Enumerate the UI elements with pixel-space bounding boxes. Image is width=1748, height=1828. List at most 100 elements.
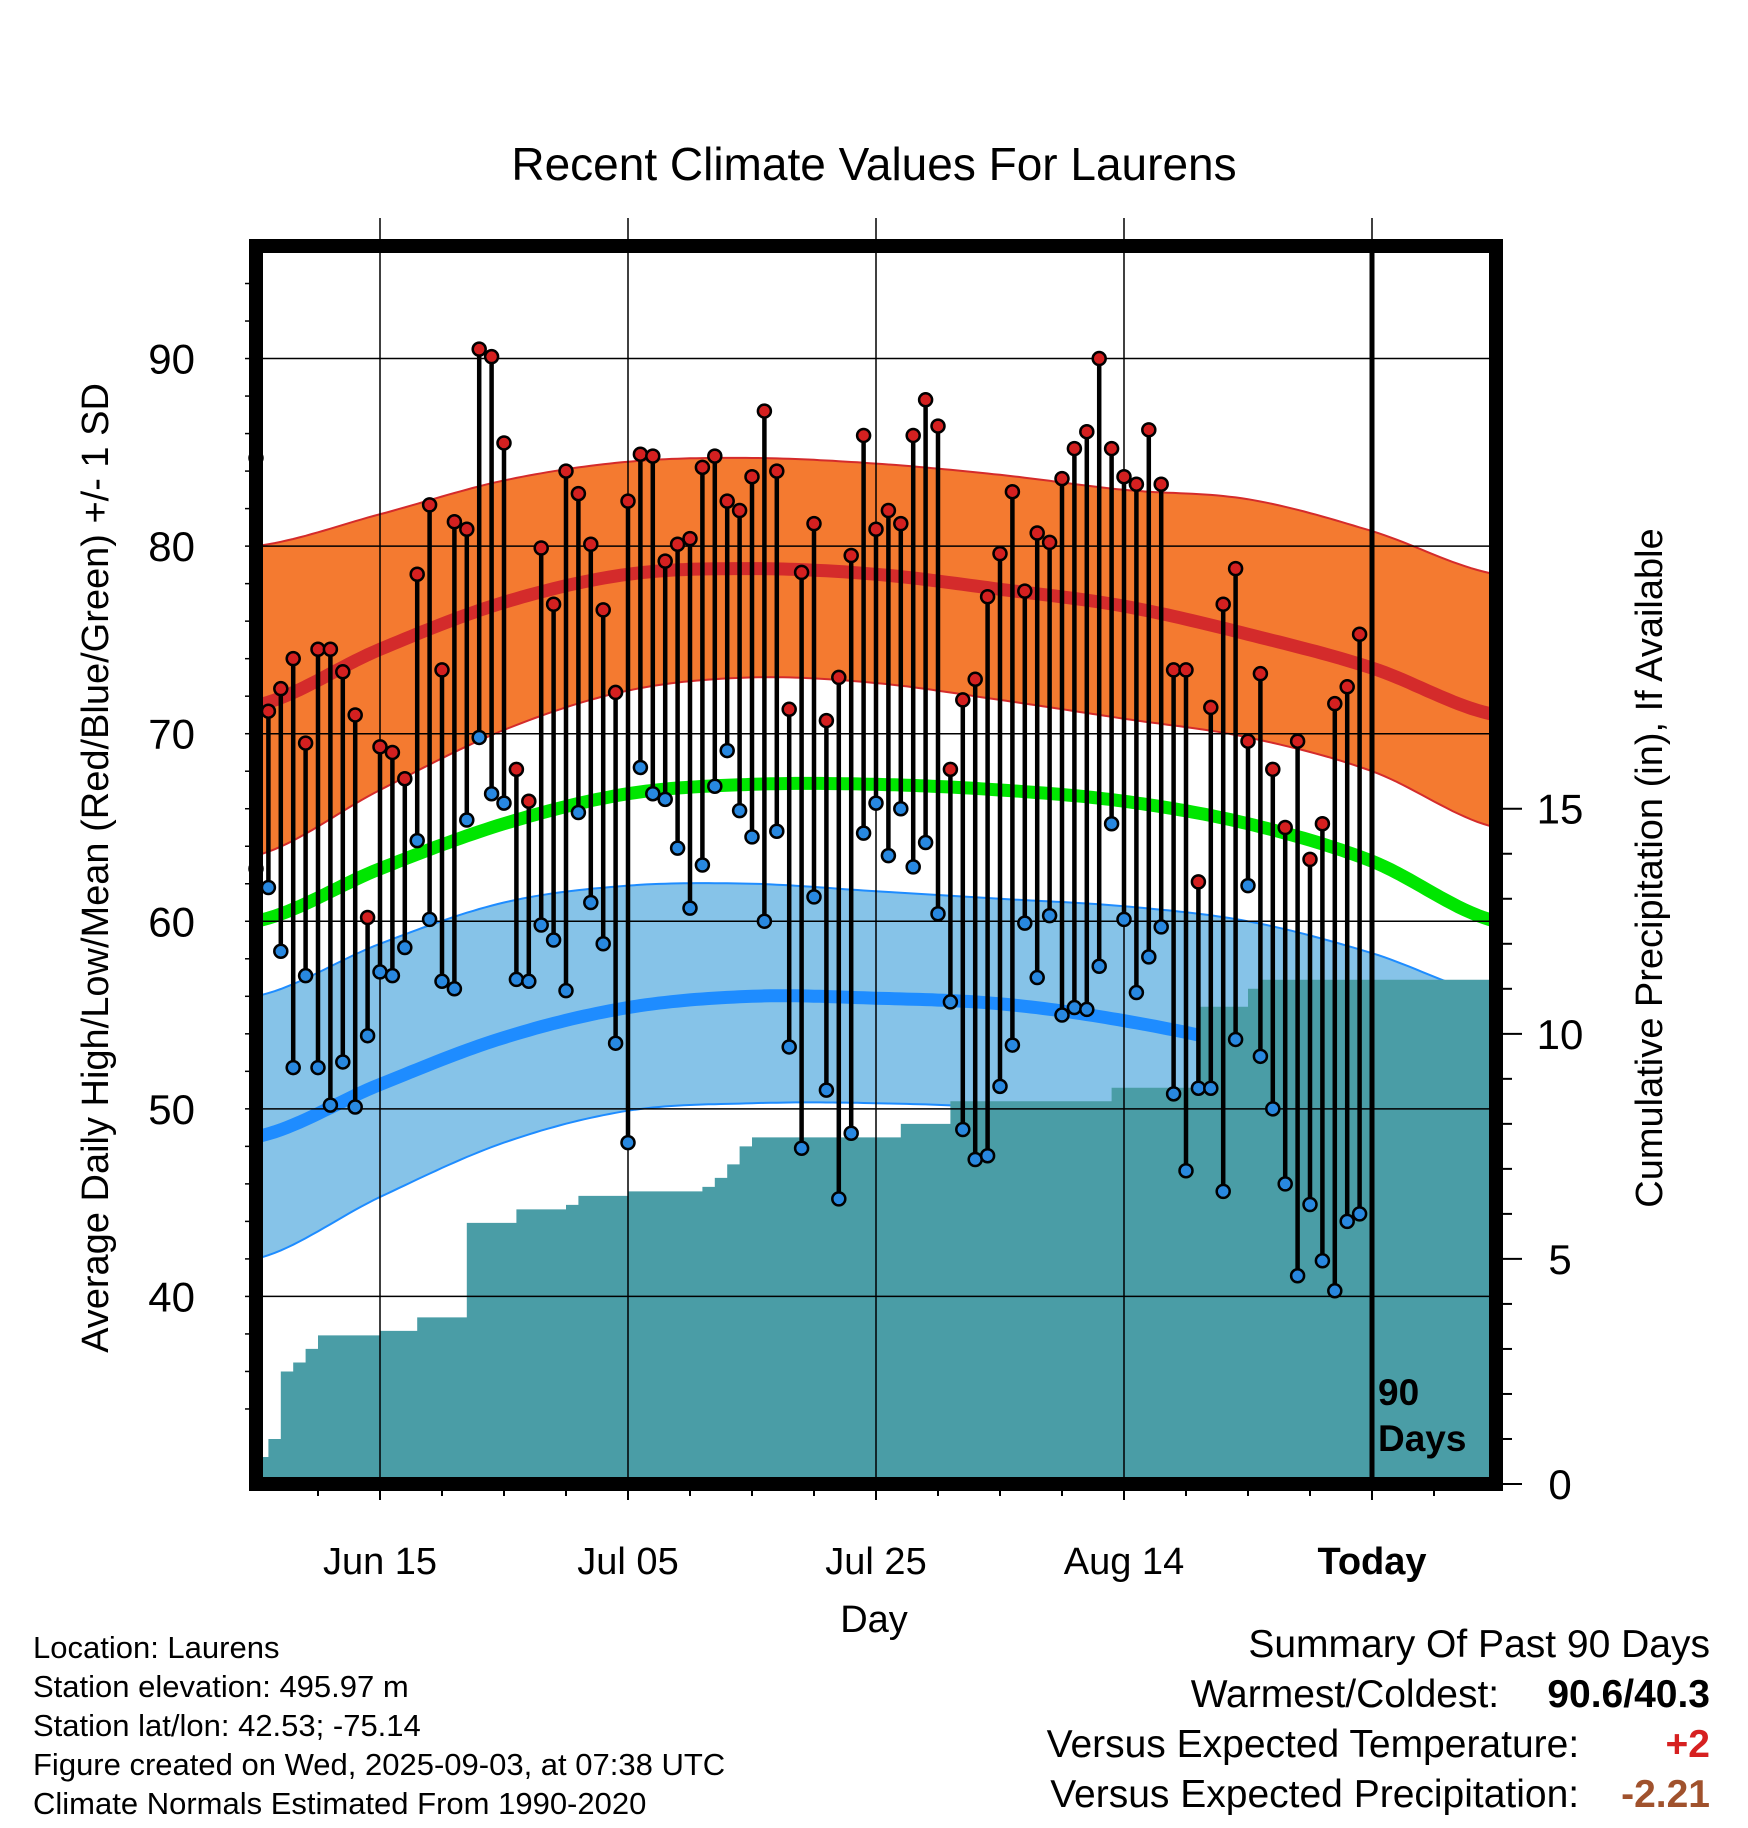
daily-high-point bbox=[297, 735, 314, 751]
daily-low-point bbox=[1103, 815, 1120, 832]
daily-high-point bbox=[868, 521, 884, 537]
daily-low-point bbox=[521, 973, 537, 990]
daily-high-point bbox=[855, 427, 872, 444]
daily-low-point bbox=[719, 742, 735, 759]
daily-low-point bbox=[285, 1059, 301, 1076]
daily-high-point bbox=[930, 418, 946, 434]
daily-high-point bbox=[917, 392, 934, 408]
daily-low-point bbox=[1227, 1031, 1244, 1048]
daily-high-point bbox=[1240, 733, 1256, 749]
daily-low-point bbox=[1066, 999, 1083, 1016]
y2-tick-label: 15 bbox=[1537, 786, 1584, 833]
y2-axis-label: Cumulative Precipitation (in), If Availa… bbox=[1629, 528, 1671, 1207]
daily-high-point bbox=[570, 485, 587, 502]
summary-panel: Summary Of Past 90 Days Warmest/Coldest:… bbox=[1047, 1620, 1710, 1820]
daily-low-point bbox=[372, 964, 388, 980]
x-tick-label: Today bbox=[1317, 1541, 1426, 1583]
daily-high-point bbox=[831, 669, 847, 686]
daily-low-point bbox=[1041, 907, 1058, 924]
daily-low-point bbox=[1017, 915, 1033, 931]
daily-high-point bbox=[1314, 815, 1331, 832]
daily-low-point bbox=[359, 1027, 376, 1044]
daily-low-point bbox=[930, 906, 946, 922]
created-text: Figure created on Wed, 2025-09-03, at 07… bbox=[33, 1747, 726, 1782]
plot-area: 90 Days bbox=[248, 218, 1498, 1484]
daily-low-point bbox=[781, 1039, 797, 1055]
daily-low-point bbox=[818, 1082, 835, 1098]
daily-low-point bbox=[669, 840, 686, 856]
daily-high-point bbox=[632, 446, 649, 462]
daily-high-point bbox=[273, 680, 289, 697]
daily-low-point bbox=[1178, 1162, 1194, 1179]
daily-low-point bbox=[694, 857, 711, 873]
daily-low-point bbox=[1289, 1268, 1306, 1284]
daily-low-point bbox=[657, 791, 673, 808]
station-info: Location: Laurens Station elevation: 495… bbox=[33, 1628, 725, 1823]
daily-low-point bbox=[1339, 1213, 1355, 1230]
daily-high-point bbox=[1116, 468, 1132, 485]
daily-low-point bbox=[917, 834, 934, 851]
daily-low-point bbox=[384, 967, 401, 984]
daily-low-point bbox=[1153, 919, 1169, 935]
daily-high-point bbox=[669, 536, 686, 552]
daily-high-point bbox=[1103, 440, 1120, 457]
y-axis-label: Average Daily High/Low/Mean (Red/Blue/Gr… bbox=[75, 383, 117, 1353]
daily-low-point bbox=[967, 1151, 983, 1168]
daily-high-point bbox=[744, 468, 760, 485]
daily-high-point bbox=[793, 564, 810, 581]
daily-high-point bbox=[955, 692, 971, 708]
daily-low-point bbox=[508, 971, 525, 988]
y-tick-label: 40 bbox=[148, 1273, 195, 1320]
daily-low-point bbox=[893, 800, 909, 817]
daily-low-point bbox=[1128, 984, 1145, 1001]
daily-high-point bbox=[979, 589, 996, 605]
daily-high-point bbox=[1252, 665, 1269, 682]
daily-low-point bbox=[297, 967, 314, 984]
daily-high-point bbox=[719, 493, 735, 509]
daily-low-point bbox=[1165, 1086, 1182, 1102]
daily-low-point bbox=[1004, 1037, 1021, 1053]
daily-high-point bbox=[1339, 679, 1355, 695]
y-tick-label: 50 bbox=[148, 1086, 195, 1133]
daily-high-point bbox=[682, 530, 698, 547]
daily-low-point bbox=[955, 1121, 971, 1138]
daily-low-point bbox=[645, 785, 661, 802]
daily-low-point bbox=[459, 812, 475, 828]
daily-low-point bbox=[273, 943, 289, 960]
daily-high-point bbox=[1227, 560, 1244, 577]
daily-high-point bbox=[1054, 470, 1070, 487]
precip-value: -2.21 bbox=[1621, 1773, 1710, 1816]
daily-high-point bbox=[756, 403, 773, 419]
daily-low-point bbox=[793, 1140, 810, 1156]
temp-value: +2 bbox=[1665, 1723, 1710, 1766]
daily-high-point bbox=[322, 641, 339, 658]
daily-high-point bbox=[583, 536, 599, 552]
daily-high-point bbox=[285, 650, 301, 667]
daily-high-point bbox=[967, 671, 983, 688]
x-tick-label: Jul 25 bbox=[825, 1541, 926, 1583]
x-tick-label: Jul 05 bbox=[577, 1541, 678, 1583]
daily-low-point bbox=[905, 859, 921, 875]
daily-low-point bbox=[992, 1078, 1008, 1095]
daily-high-point bbox=[1153, 476, 1169, 492]
daily-high-point bbox=[707, 448, 723, 464]
latlon-text: Station lat/lon: 42.53; -75.14 bbox=[33, 1708, 421, 1743]
daily-low-point bbox=[880, 847, 897, 864]
daily-low-point bbox=[595, 936, 611, 952]
daily-high-point bbox=[1128, 476, 1145, 492]
daily-low-point bbox=[1252, 1048, 1269, 1065]
daily-low-point bbox=[496, 795, 512, 811]
daily-low-point bbox=[1190, 1080, 1207, 1096]
daily-high-point bbox=[409, 566, 425, 583]
daily-high-point bbox=[508, 761, 525, 778]
daily-high-point bbox=[1079, 423, 1095, 440]
daily-high-point bbox=[359, 909, 376, 926]
temp-row: Versus Expected Temperature: +2 bbox=[1047, 1720, 1710, 1770]
x-tick-label: Aug 14 bbox=[1064, 1541, 1184, 1583]
daily-low-point bbox=[868, 795, 884, 811]
daily-high-point bbox=[421, 497, 438, 513]
daily-high-point bbox=[1041, 534, 1058, 551]
daily-high-point bbox=[446, 513, 463, 530]
daily-low-point bbox=[558, 982, 574, 999]
